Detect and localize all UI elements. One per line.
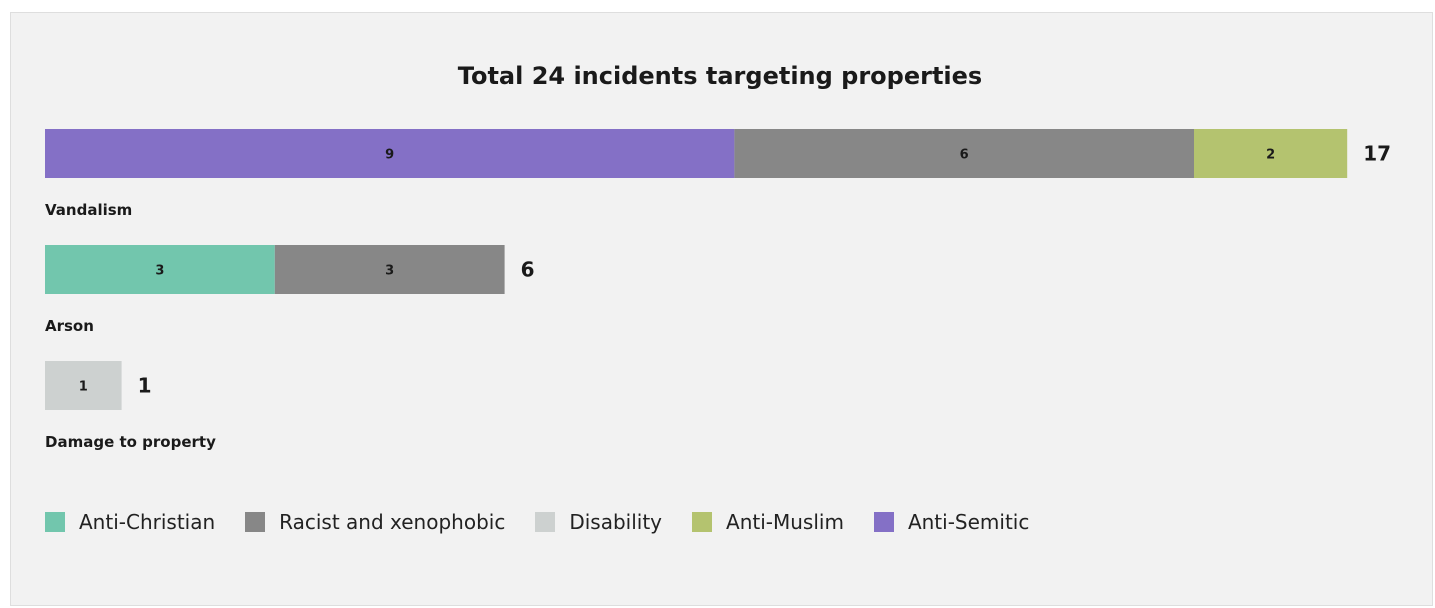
legend-label: Anti-Christian: [79, 510, 216, 534]
category-label: Damage to property: [45, 433, 216, 451]
category-label: Arson: [45, 317, 94, 335]
bar-segment-damage-to-property-disability: [45, 361, 122, 410]
bar-segment-vandalism-anti-muslim: [1194, 129, 1348, 178]
chart-title: Total 24 incidents targeting properties: [457, 62, 983, 90]
legend-label: Anti-Muslim: [726, 510, 844, 534]
legend-item-anti-christian: Anti-Christian: [45, 510, 215, 534]
chart-legend: Anti-Christian Racist and xenophobic Disab…: [45, 510, 1059, 534]
bar-segment-arson-racist-and-xenophobic: [274, 245, 505, 294]
chart-card: [10, 12, 1433, 606]
legend-swatch: [245, 512, 266, 532]
bar-total-label: 6: [521, 258, 535, 282]
legend-item-anti-muslim: Anti-Muslim: [692, 510, 844, 534]
legend-label: Disability: [569, 510, 663, 534]
legend-swatch: [535, 512, 556, 532]
segment-value-label: 2: [1266, 148, 1275, 163]
legend-item-racist-and-xenophobic: Racist and xenophobic: [245, 510, 505, 534]
legend-label: Anti-Semitic: [907, 510, 1030, 534]
bar-total-label: 17: [1363, 142, 1391, 166]
legend-swatch: [873, 512, 894, 532]
bar-segment-vandalism-anti-semitic: [45, 129, 735, 178]
segment-value-label: 1: [79, 380, 88, 395]
segment-value-label: 3: [385, 264, 394, 279]
legend-swatch: [45, 512, 65, 532]
bar-total-label: 1: [138, 374, 152, 398]
segment-value-label: 3: [155, 264, 164, 279]
category-label: Vandalism: [45, 201, 132, 219]
legend-swatch: [692, 512, 713, 532]
bar-segment-vandalism-racist-and-xenophobic: [734, 129, 1194, 178]
legend-item-anti-semitic: Anti-Semitic: [873, 510, 1030, 534]
legend-label: Racist and xenophobic: [279, 510, 506, 534]
bar-segment-arson-anti-christian: [45, 245, 275, 294]
segment-value-label: 9: [385, 148, 394, 163]
segment-value-label: 6: [960, 148, 969, 163]
legend-item-disability: Disability: [535, 510, 662, 534]
